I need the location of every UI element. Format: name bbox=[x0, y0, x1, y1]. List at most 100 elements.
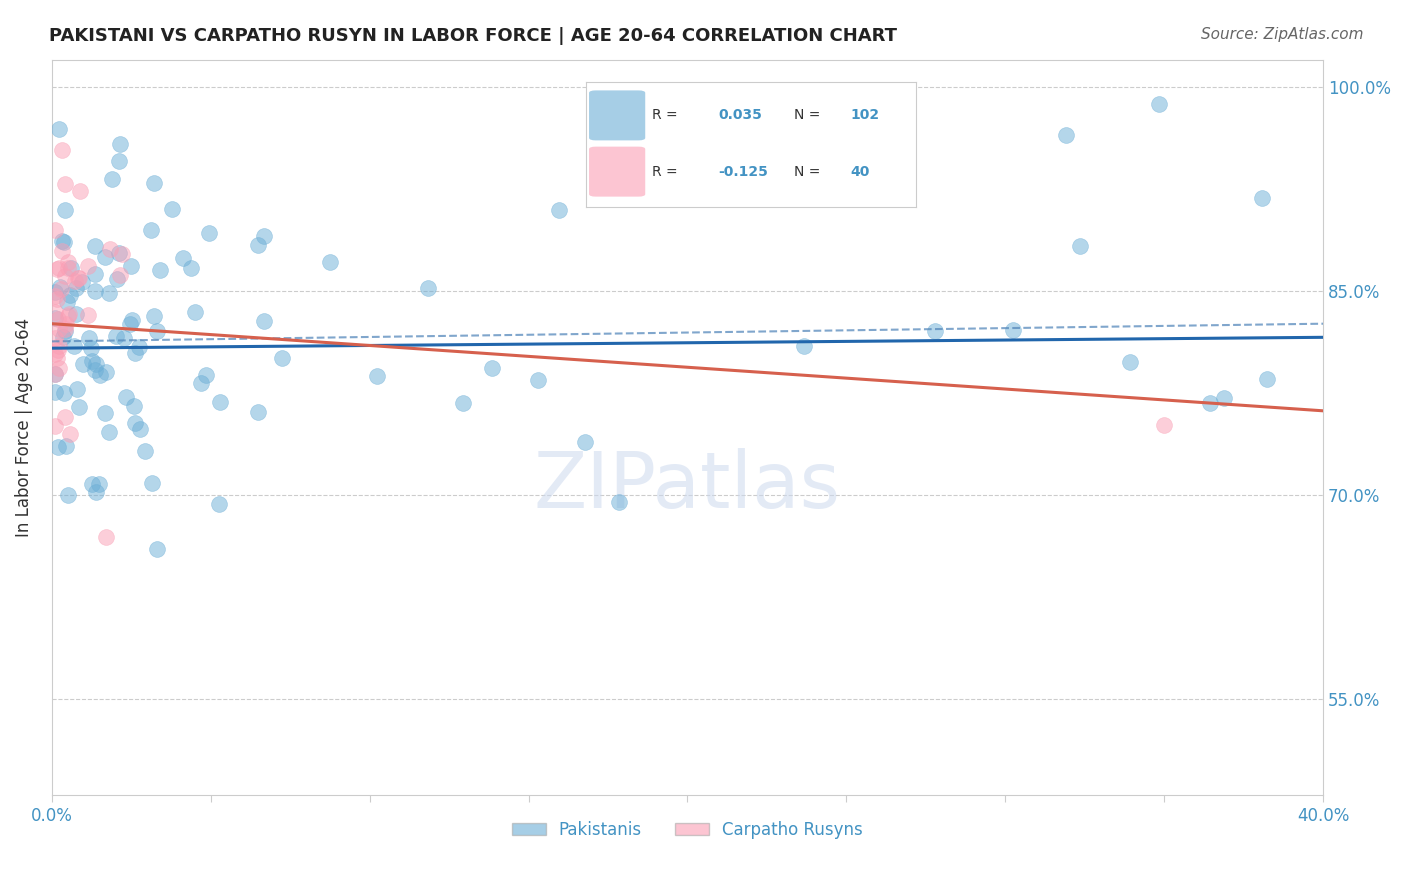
Point bbox=[527, 373, 550, 387]
Point bbox=[84, 485, 107, 500]
Point bbox=[77, 331, 100, 345]
Point bbox=[146, 324, 169, 338]
Point bbox=[172, 251, 194, 265]
Point bbox=[253, 228, 276, 243]
Point bbox=[44, 331, 66, 345]
Point bbox=[128, 422, 150, 436]
Point bbox=[98, 286, 121, 301]
Point bbox=[194, 368, 217, 382]
Point bbox=[141, 222, 163, 236]
Point bbox=[197, 227, 219, 241]
Point bbox=[53, 202, 76, 217]
Point bbox=[124, 416, 146, 430]
Point bbox=[1212, 391, 1234, 405]
Point bbox=[547, 202, 569, 217]
Point bbox=[86, 357, 108, 371]
Point bbox=[48, 322, 70, 336]
Point bbox=[56, 261, 79, 276]
Point bbox=[121, 312, 143, 326]
Point bbox=[55, 439, 77, 453]
Point bbox=[80, 477, 103, 491]
Point bbox=[120, 317, 142, 331]
Point bbox=[46, 311, 69, 326]
Point bbox=[1001, 323, 1024, 337]
Y-axis label: In Labor Force | Age 20-64: In Labor Force | Age 20-64 bbox=[15, 318, 32, 537]
Point bbox=[49, 280, 72, 294]
Point bbox=[44, 289, 66, 303]
Point bbox=[1153, 418, 1175, 433]
Point bbox=[98, 242, 121, 256]
Point bbox=[1251, 191, 1274, 205]
Point bbox=[122, 399, 145, 413]
Point bbox=[48, 361, 70, 376]
Point bbox=[1119, 354, 1142, 368]
Text: Source: ZipAtlas.com: Source: ZipAtlas.com bbox=[1201, 27, 1364, 42]
Point bbox=[94, 250, 117, 264]
Point bbox=[319, 254, 342, 268]
Point bbox=[66, 382, 89, 396]
Point bbox=[793, 339, 815, 353]
Point bbox=[59, 287, 82, 301]
Point bbox=[56, 254, 79, 268]
Point bbox=[89, 368, 111, 382]
Point bbox=[53, 177, 76, 191]
Point bbox=[46, 351, 69, 365]
Point bbox=[141, 475, 163, 490]
Point bbox=[56, 488, 79, 502]
Point bbox=[44, 384, 66, 399]
Point bbox=[1069, 239, 1091, 253]
Point bbox=[52, 235, 75, 249]
Point bbox=[270, 351, 292, 365]
Point bbox=[190, 376, 212, 391]
Point bbox=[94, 406, 117, 420]
Point bbox=[184, 305, 207, 319]
Point bbox=[44, 367, 66, 381]
Point bbox=[114, 390, 136, 404]
Point bbox=[44, 419, 66, 434]
Point bbox=[67, 401, 90, 415]
Point bbox=[44, 347, 66, 361]
Point bbox=[72, 357, 94, 371]
Point bbox=[120, 259, 142, 273]
Point bbox=[108, 153, 131, 168]
Point bbox=[574, 435, 596, 450]
Point bbox=[89, 477, 111, 491]
Point bbox=[134, 443, 156, 458]
Point bbox=[94, 365, 117, 379]
Point bbox=[53, 321, 76, 335]
Point bbox=[46, 343, 69, 357]
Point bbox=[44, 285, 66, 299]
Point bbox=[481, 360, 503, 375]
Point bbox=[44, 310, 66, 325]
Point bbox=[53, 324, 76, 338]
Point bbox=[59, 427, 82, 442]
Point bbox=[84, 268, 107, 282]
Point bbox=[67, 271, 90, 285]
Point bbox=[56, 294, 79, 309]
Point bbox=[44, 367, 66, 381]
Point bbox=[366, 368, 388, 383]
Point bbox=[55, 317, 77, 331]
Point bbox=[1256, 372, 1278, 386]
Point bbox=[754, 119, 776, 133]
Point bbox=[96, 530, 118, 544]
Point bbox=[44, 223, 66, 237]
Point bbox=[143, 176, 166, 190]
Point bbox=[52, 330, 75, 344]
Point bbox=[48, 339, 70, 353]
Point bbox=[149, 263, 172, 277]
Point bbox=[53, 409, 76, 424]
Point bbox=[63, 274, 86, 288]
Point bbox=[146, 541, 169, 556]
Point bbox=[46, 440, 69, 454]
Point bbox=[58, 309, 80, 323]
Point bbox=[108, 136, 131, 151]
Point bbox=[49, 283, 72, 297]
Point bbox=[247, 405, 270, 419]
Point bbox=[924, 324, 946, 338]
Point bbox=[69, 184, 91, 198]
Point bbox=[48, 121, 70, 136]
Point bbox=[45, 262, 67, 277]
Point bbox=[108, 268, 131, 282]
Point bbox=[418, 280, 440, 294]
